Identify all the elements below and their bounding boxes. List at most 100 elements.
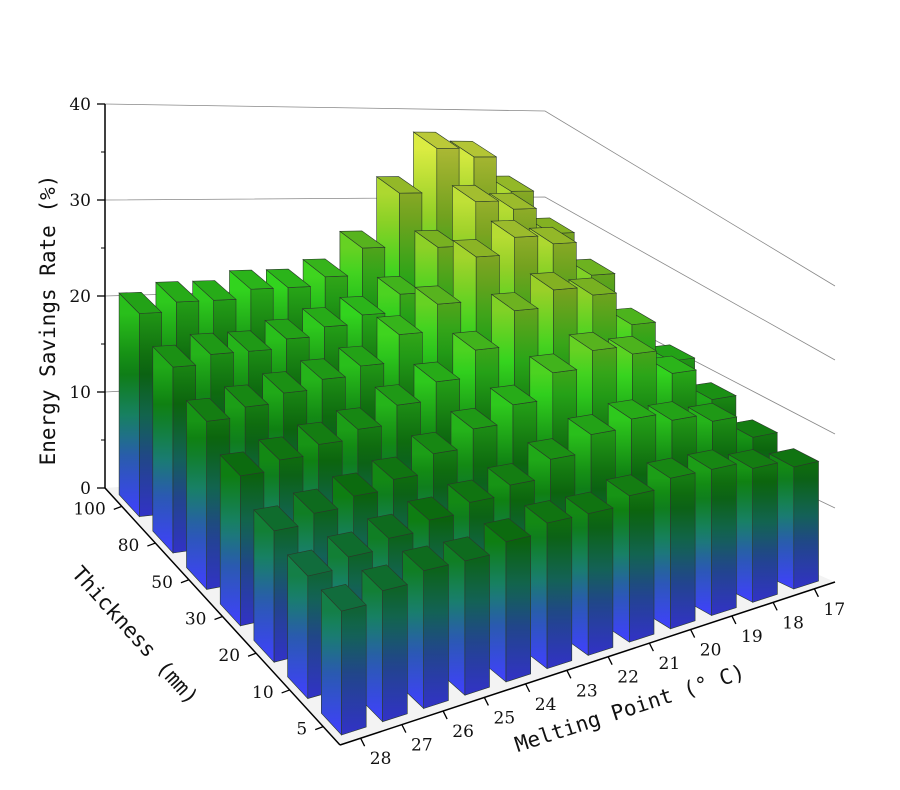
bar-top-face (566, 258, 616, 276)
bar-5mm-25C (442, 536, 491, 696)
bar-right-face (587, 507, 614, 656)
bar-top-face (297, 421, 343, 445)
bar-top-face (564, 491, 614, 515)
gridline (104, 103, 836, 287)
bar-top-face (302, 258, 349, 278)
melting-point-tick-label: 21 (659, 654, 681, 674)
bar-top-face (567, 414, 617, 435)
melting-point-tick (772, 602, 778, 611)
bar-top-face (528, 226, 578, 245)
bar-top-face (527, 438, 576, 460)
melting-point-tick (483, 697, 489, 706)
thickness-tick-label: 10 (252, 683, 274, 703)
bar-top-face (261, 371, 308, 394)
bar-right-face (793, 460, 819, 590)
bar-5mm-21C (605, 474, 655, 643)
bar-top-face (407, 496, 455, 521)
bar-right-face (423, 564, 449, 709)
melting-point-tick-label: 24 (535, 695, 557, 715)
bar-top-face (486, 175, 535, 192)
melting-point-tick-label: 26 (452, 722, 474, 742)
bar-right-face (546, 517, 573, 670)
bar-top-face (327, 531, 374, 558)
bar-top-face (568, 277, 618, 296)
bar-top-face (647, 355, 698, 374)
bar-right-face (382, 584, 408, 723)
bar-top-face (451, 184, 500, 203)
melting-point-tick (401, 724, 407, 733)
bar-top-face (414, 285, 462, 305)
bar-top-face (686, 449, 738, 470)
melting-point-tick-label: 23 (576, 681, 598, 701)
bars (118, 131, 820, 736)
bar-top-face (339, 230, 386, 249)
bar-left-face (253, 509, 275, 663)
bar-top-face (647, 401, 698, 421)
thickness-tick-label: 20 (218, 646, 240, 666)
melting-point-tick-label: 19 (741, 627, 763, 647)
bar-top-face (483, 518, 532, 543)
melting-point-tick (813, 588, 819, 598)
bar-5mm-28C (320, 583, 367, 736)
bar-top-face (568, 331, 618, 351)
bar-top-face (287, 549, 333, 577)
bar-5mm-23C (524, 500, 573, 670)
thickness-tick (314, 726, 324, 731)
bar-top-face (361, 564, 408, 592)
melting-point-tick (442, 710, 448, 720)
thickness-tick-label: 50 (151, 573, 173, 593)
bar-top-face (335, 407, 383, 430)
chart-axes: 0 10 20 30 40 100 80 50 30 20 10 5 28 27 26 25 24 23 22 21 2… (69, 95, 845, 769)
thickness-axis-title: Thickness (mm) (67, 562, 203, 710)
bar-top-face (727, 419, 779, 438)
melting-point-tick-label: 18 (782, 613, 804, 633)
bar-5mm-24C (483, 518, 532, 683)
bar-left-face (219, 454, 241, 627)
bar-top-face (320, 583, 367, 612)
bar-top-face (339, 295, 386, 316)
bar-right-face (711, 463, 737, 616)
bar-top-face (371, 456, 419, 480)
bar-top-face (490, 292, 539, 312)
melting-point-tick-label: 25 (494, 708, 516, 728)
bar-5mm-22C (564, 491, 614, 656)
bar-top-face (410, 431, 458, 455)
bar-top-face (768, 448, 820, 468)
bar-top-face (219, 451, 265, 477)
thickness-tick (113, 505, 123, 510)
z-tick-label: 10 (69, 383, 91, 403)
bar-top-face (189, 332, 235, 355)
z-axis-title: Energy Savings Rate (%) (36, 175, 60, 466)
bar-top-face (155, 281, 200, 303)
bar-top-face (645, 344, 696, 362)
bar-top-face (646, 457, 696, 479)
thickness-tick-label: 5 (296, 720, 307, 740)
bar-top-face (228, 269, 274, 290)
bar-top-face (191, 280, 237, 301)
bar-top-face (300, 358, 347, 380)
thickness-tick (147, 542, 156, 547)
bar-top-face (413, 361, 461, 383)
bar-right-face (752, 462, 778, 603)
bar-left-face (320, 589, 342, 736)
bar-top-face (374, 384, 422, 406)
bar-top-face (292, 488, 339, 514)
bar-5mm-26C (402, 545, 450, 710)
bar-top-face (152, 344, 197, 368)
bar-top-face (490, 219, 539, 238)
bar-top-face (607, 399, 657, 420)
thickness-tick-label: 30 (185, 610, 207, 630)
bar-top-face (447, 479, 495, 503)
bar-top-face (487, 463, 536, 486)
bar-top-face (607, 335, 658, 355)
gridline (104, 196, 836, 361)
bar-top-face (338, 345, 385, 367)
melting-point-tick-label: 17 (824, 600, 846, 620)
bar-top-face (686, 382, 737, 400)
bar-top-face (332, 472, 379, 497)
bar-top-face (442, 536, 491, 562)
bar-top-face (449, 140, 498, 158)
bar-top-face (528, 353, 578, 374)
bar-top-face (687, 402, 738, 422)
